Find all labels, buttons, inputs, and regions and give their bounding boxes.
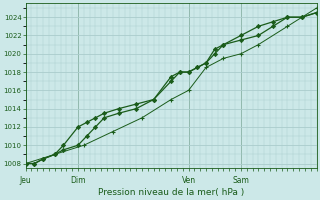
X-axis label: Pression niveau de la mer( hPa ): Pression niveau de la mer( hPa ) <box>98 188 244 197</box>
